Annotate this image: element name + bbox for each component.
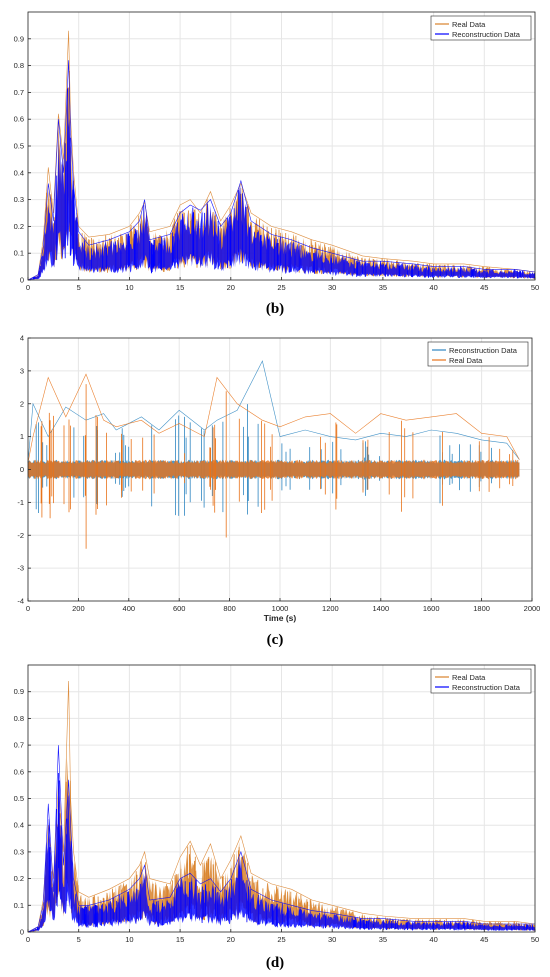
x-tick-label: 0 xyxy=(26,604,30,613)
x-tick-label: 5 xyxy=(77,935,81,944)
legend-label: Real Data xyxy=(449,356,483,365)
y-tick-label: 0.2 xyxy=(14,222,24,231)
series-line xyxy=(27,373,520,463)
x-tick-label: 10 xyxy=(125,935,133,944)
legend-label: Real Data xyxy=(452,20,486,29)
x-tick-label: 30 xyxy=(328,935,336,944)
y-tick-label: 0.2 xyxy=(14,874,24,883)
y-tick-label: -1 xyxy=(17,498,24,507)
legend-label: Real Data xyxy=(452,673,486,682)
y-tick-label: 3 xyxy=(20,366,24,375)
series-line xyxy=(27,30,536,281)
x-tick-label: 50 xyxy=(531,283,539,292)
y-tick-label: 0.3 xyxy=(14,847,24,856)
y-tick-label: 0.5 xyxy=(14,794,24,803)
y-tick-label: 2 xyxy=(20,399,24,408)
y-tick-label: 0.4 xyxy=(14,821,24,830)
x-tick-label: 800 xyxy=(223,604,236,613)
chart-b: 0 5 10 15 20 25 30 35 40 45 50 0 0.1 0.2 0.3 0.4 0.5 0.6 0… xyxy=(14,11,539,292)
y-tick-label: 0.9 xyxy=(14,34,24,43)
x-tick-label: 15 xyxy=(176,935,184,944)
y-tick-label: 0 xyxy=(20,465,24,474)
y-tick-label: 0 xyxy=(20,928,24,937)
y-tick-label: -2 xyxy=(17,531,24,540)
legend-box xyxy=(430,668,532,694)
x-tick-label: 20 xyxy=(227,283,235,292)
y-tick-label: 0.1 xyxy=(14,901,24,910)
legend-box xyxy=(430,15,532,41)
x-tick-label: 600 xyxy=(173,604,186,613)
series-line xyxy=(27,745,535,933)
y-tick-label: 0.9 xyxy=(14,687,24,696)
caption-b: (b) xyxy=(265,301,285,317)
chart-panel-b: 0 5 10 15 20 25 30 35 40 45 50 0 0.1 0.2 0.3 0.4 0.5 0.6 0… xyxy=(0,0,550,300)
series-line xyxy=(27,680,536,933)
x-tick-label: 25 xyxy=(277,283,285,292)
x-tick-label: 0 xyxy=(26,935,30,944)
caption-c: (c) xyxy=(266,632,284,648)
legend-label: Reconstruction Data xyxy=(449,346,518,355)
y-tick-label: 0.8 xyxy=(14,714,24,723)
x-tick-label: 1400 xyxy=(372,604,389,613)
y-tick-label: 0.5 xyxy=(14,142,24,151)
x-tick-label: 45 xyxy=(480,283,488,292)
x-axis-label: Time (s) xyxy=(264,613,297,623)
y-tick-label: 0.7 xyxy=(14,88,24,97)
x-tick-label: 1000 xyxy=(272,604,289,613)
legend-box xyxy=(427,341,529,367)
y-tick-label: 0.3 xyxy=(14,195,24,204)
x-tick-label: 20 xyxy=(227,935,235,944)
series-envelope xyxy=(28,91,535,280)
x-tick-label: 2000 xyxy=(524,604,541,613)
series-spikes xyxy=(40,384,519,549)
y-tick-label: 0.8 xyxy=(14,61,24,70)
x-tick-label: 25 xyxy=(277,935,285,944)
series-spikes xyxy=(30,88,535,280)
chart-panel-d: 0 5 10 15 20 25 30 35 40 45 50 0 0.1 0.2 0.3 0.4 0.5 0.6 0… xyxy=(0,655,550,955)
x-tick-label: 1200 xyxy=(322,604,339,613)
x-tick-label: 5 xyxy=(77,283,81,292)
chart-d: 0 5 10 15 20 25 30 35 40 45 50 0 0.1 0.2 0.3 0.4 0.5 0.6 0… xyxy=(14,664,539,944)
chart-c: 0 200 400 600 800 1000 1200 1400 1600 1800 2000 -4 -… xyxy=(17,334,541,624)
legend-label: Reconstruction Data xyxy=(452,30,521,39)
caption-d: (d) xyxy=(265,955,285,971)
y-tick-label: 1 xyxy=(20,432,24,441)
chart-panel-c: 0 200 400 600 800 1000 1200 1400 1600 1800 2000 -4 -… xyxy=(0,325,550,625)
x-tick-label: 35 xyxy=(379,283,387,292)
series-1 xyxy=(27,745,535,933)
x-tick-label: 200 xyxy=(72,604,85,613)
x-tick-label: 50 xyxy=(531,935,539,944)
x-tick-label: 0 xyxy=(26,283,30,292)
series-1 xyxy=(27,60,536,281)
x-tick-label: 30 xyxy=(328,283,336,292)
y-tick-label: 0.4 xyxy=(14,168,24,177)
y-tick-label: 0.7 xyxy=(14,741,24,750)
legend-label: Reconstruction Data xyxy=(452,683,521,692)
series-line xyxy=(27,60,536,281)
x-tick-label: 35 xyxy=(379,935,387,944)
x-tick-label: 40 xyxy=(429,935,437,944)
x-tick-label: 15 xyxy=(176,283,184,292)
y-tick-label: 0.1 xyxy=(14,249,24,258)
x-tick-label: 10 xyxy=(125,283,133,292)
y-tick-label: -4 xyxy=(17,597,24,606)
x-tick-label: 45 xyxy=(480,935,488,944)
y-tick-label: 0 xyxy=(20,276,24,285)
x-tick-label: 1800 xyxy=(473,604,490,613)
x-tick-label: 400 xyxy=(123,604,136,613)
y-tick-label: -3 xyxy=(17,564,24,573)
series-1 xyxy=(27,373,520,549)
y-tick-label: 4 xyxy=(20,334,24,343)
x-tick-label: 1600 xyxy=(423,604,440,613)
y-tick-label: 0.6 xyxy=(14,767,24,776)
series-envelope xyxy=(28,459,520,480)
y-tick-label: 0.6 xyxy=(14,115,24,124)
x-tick-label: 40 xyxy=(429,283,437,292)
